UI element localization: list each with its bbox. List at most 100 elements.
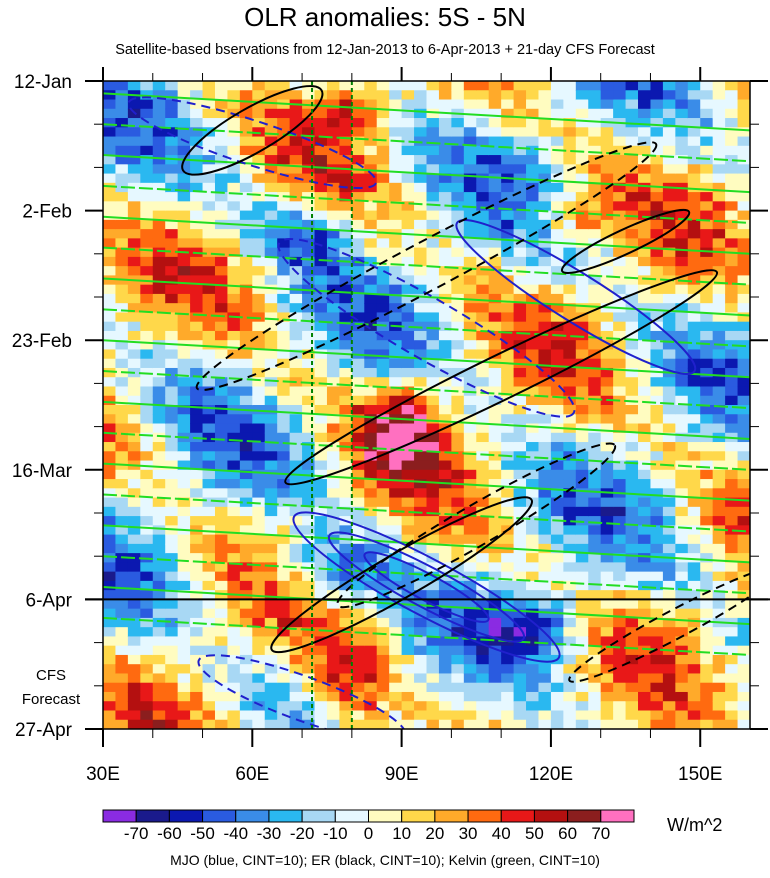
heatmap-cell [227, 238, 241, 249]
heatmap-cell [700, 682, 714, 693]
heatmap-cell [389, 608, 403, 619]
heatmap-cell [588, 460, 602, 471]
heatmap-cell [264, 701, 278, 712]
heatmap-cell [426, 691, 440, 702]
heatmap-cell [675, 90, 689, 101]
heatmap-cell [600, 534, 614, 545]
heatmap-cell [339, 118, 353, 128]
heatmap-cell [575, 99, 589, 110]
heatmap-cell [438, 580, 452, 591]
heatmap-cell [526, 442, 540, 452]
heatmap-cell [351, 553, 365, 563]
heatmap-cell [737, 284, 750, 295]
heatmap-cell [401, 451, 415, 462]
heatmap-cell [376, 617, 390, 628]
heatmap-cell [414, 488, 428, 499]
heatmap-cell [202, 590, 216, 600]
heatmap-cell [712, 256, 726, 267]
heatmap-cell [165, 562, 179, 573]
heatmap-cell [351, 451, 365, 462]
heatmap-cell [190, 636, 204, 647]
heatmap-cell [625, 571, 639, 582]
heatmap-cell [712, 710, 726, 721]
heatmap-cell [575, 432, 589, 443]
heatmap-cell [513, 293, 527, 304]
forecast-label: CFS Forecast [6, 664, 96, 712]
heatmap-cell [426, 525, 440, 536]
heatmap-cell [625, 358, 639, 369]
heatmap-cell [675, 469, 689, 480]
heatmap-cell [700, 377, 714, 388]
heatmap-cell [700, 423, 714, 434]
heatmap-cell [625, 599, 639, 610]
heatmap-cell [314, 590, 328, 600]
heatmap-cell [675, 395, 689, 406]
heatmap-cell [426, 405, 440, 415]
heatmap-cell [538, 99, 552, 110]
heatmap-cell [501, 284, 515, 295]
heatmap-cell [302, 145, 316, 156]
heatmap-cell [725, 284, 739, 295]
heatmap-cell [488, 247, 502, 258]
heatmap-cell [550, 590, 564, 600]
heatmap-cell [239, 321, 253, 332]
heatmap-cell [376, 358, 390, 369]
heatmap-cell [302, 256, 316, 267]
heatmap-cell [252, 330, 266, 341]
heatmap-cell [438, 349, 452, 360]
heatmap-cell [351, 377, 365, 388]
heatmap-cell [650, 219, 664, 230]
heatmap-cell [214, 145, 229, 156]
heatmap-cell [526, 266, 540, 276]
heatmap-cell [252, 506, 266, 517]
heatmap-cell [389, 469, 403, 480]
heatmap-cell [463, 719, 477, 729]
heatmap-cell [550, 497, 564, 508]
heatmap-cell [376, 164, 390, 175]
heatmap-cell [190, 201, 204, 212]
heatmap-cell [351, 127, 365, 138]
heatmap-cell [588, 340, 602, 351]
heatmap-cell [438, 321, 452, 332]
heatmap-cell [625, 173, 639, 184]
heatmap-cell [700, 90, 714, 101]
heatmap-cell [401, 201, 415, 212]
heatmap-cell [476, 645, 490, 656]
heatmap-cell [737, 516, 750, 526]
heatmap-cell [737, 497, 750, 508]
heatmap-cell [588, 534, 602, 545]
heatmap-cell [214, 432, 229, 443]
heatmap-cell [314, 275, 328, 286]
heatmap-cell [588, 571, 602, 582]
heatmap-cell [513, 340, 527, 351]
heatmap-cell [252, 367, 266, 378]
heatmap-cell [190, 303, 204, 314]
heatmap-cell [563, 349, 577, 360]
heatmap-cell [476, 201, 490, 212]
heatmap-cell [190, 266, 204, 276]
heatmap-cell [550, 136, 564, 147]
heatmap-cell [227, 553, 241, 563]
heatmap-cell [103, 377, 117, 388]
heatmap-cell [550, 451, 564, 462]
heatmap-cell [376, 182, 390, 193]
heatmap-cell [588, 627, 602, 638]
heatmap-cell [376, 451, 390, 462]
heatmap-cell [339, 127, 353, 138]
heatmap-cell [252, 229, 266, 239]
heatmap-cell [451, 210, 465, 221]
heatmap-cell [737, 506, 750, 517]
heatmap-cell [152, 553, 166, 563]
heatmap-cell [725, 719, 739, 729]
heatmap-cell [613, 284, 627, 295]
heatmap-cell [165, 636, 179, 647]
mjo-contour [127, 96, 378, 190]
heatmap-cell [625, 136, 639, 147]
heatmap-cell [165, 164, 179, 175]
heatmap-cell [488, 599, 502, 610]
heatmap-cell [538, 155, 552, 165]
heatmap-cell [438, 664, 452, 675]
heatmap-cell [451, 367, 465, 378]
heatmap-cell [476, 673, 490, 684]
heatmap-cell [302, 534, 316, 545]
